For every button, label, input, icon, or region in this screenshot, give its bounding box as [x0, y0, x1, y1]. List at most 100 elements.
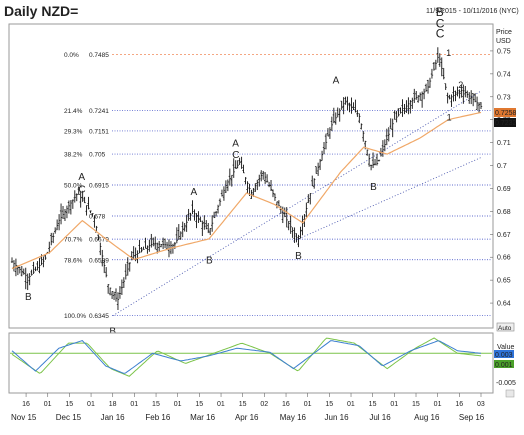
x-tick-label: 01	[304, 401, 312, 408]
wave-label: C	[78, 184, 85, 195]
fib-level-percent: 100.0%	[64, 313, 86, 320]
oscillator-panel: Value 0.003 0.001 -0.005	[8, 332, 516, 398]
wave-label: B	[295, 251, 302, 262]
wave-label: A	[232, 139, 239, 150]
x-tick-label: 01	[347, 401, 355, 408]
wave-label: B	[370, 182, 377, 193]
x-tick-label: 18	[109, 401, 117, 408]
price-y-tick-label: 0.67	[497, 232, 511, 239]
price-y-tick-label: 0.73	[497, 94, 511, 101]
oscillator-tag-blue: 0.003	[494, 350, 514, 359]
wave-label: B	[436, 5, 444, 19]
oscillator-value-label: Value	[497, 344, 514, 351]
wave-label: 2	[458, 80, 463, 90]
fib-level-price: 0.6345	[89, 313, 109, 320]
ma-value: 0.7232	[495, 120, 517, 127]
price-y-tick-label: 0.68	[497, 209, 511, 216]
x-tick-label: 15	[65, 401, 73, 408]
x-tick-label: 01	[87, 401, 95, 408]
x-month-label: Feb 16	[145, 413, 170, 422]
wave-label: B	[109, 327, 116, 338]
price-y-tick-label: 0.74	[497, 71, 511, 78]
wave-label: 1	[447, 112, 452, 122]
moving-average-line	[11, 111, 482, 270]
ma-value-tag: 0.7232	[494, 118, 517, 127]
price-y-tick-label: 0.71	[497, 140, 511, 147]
price-panel: 0.0% 0.7485 21.4% 0.7241 29.3% 0.7151 38.2% 0.7…	[8, 5, 517, 338]
price-axis-label: Price	[496, 29, 512, 36]
price-y-tick-label: 0.7	[497, 163, 507, 170]
x-tick-label: 02	[260, 401, 268, 408]
oscillator-scrollbar[interactable]	[505, 389, 515, 398]
x-month-label: Jun 16	[325, 413, 350, 422]
fib-levels: 0.0% 0.7485 21.4% 0.7241 29.3% 0.7151 38.2% 0.7…	[64, 52, 492, 320]
fib-level-price: 0.6679	[89, 237, 109, 244]
wave-label: C	[436, 16, 445, 30]
x-tick-label: 01	[390, 401, 398, 408]
x-month-label: Apr 16	[235, 413, 259, 422]
x-tick-label: 01	[217, 401, 225, 408]
x-month-label: Mar 16	[190, 413, 215, 422]
price-y-tick-label: 0.69	[497, 186, 511, 193]
fib-level-percent: 50.0%	[64, 183, 83, 190]
oscillator-tag-green: 0.001	[494, 360, 514, 369]
auto-scale-label: Auto	[498, 325, 512, 332]
x-tick-label: 03	[477, 401, 485, 408]
fib-level-price: 0.7241	[89, 108, 109, 115]
currency-axis-label: USD	[496, 38, 511, 45]
wave-label: A	[333, 76, 340, 87]
fib-level-percent: 29.3%	[64, 128, 83, 135]
wave-label: 1	[446, 48, 451, 58]
x-tick-label: 01	[44, 401, 52, 408]
fib-level-percent: 0.0%	[64, 52, 79, 59]
fib-level-percent: 70.7%	[64, 237, 83, 244]
x-month-label: May 16	[280, 413, 307, 422]
oscillator-green-line	[11, 337, 482, 377]
fib-level-price: 0.6589	[89, 257, 109, 264]
last-price-tag: 0.7258	[494, 108, 517, 117]
wave-label: A	[78, 172, 85, 183]
x-month-label: Dec 15	[56, 413, 82, 422]
x-month-label: Nov 15	[11, 413, 37, 422]
x-tick-label: 15	[412, 401, 420, 408]
x-tick-label: 01	[174, 401, 182, 408]
auto-scale-button-bg[interactable]	[496, 322, 515, 332]
trend-lines	[112, 90, 482, 317]
price-y-tick-label: 0.75	[497, 48, 511, 55]
x-tick-label: 15	[195, 401, 203, 408]
price-panel-frame	[8, 23, 494, 329]
fib-level-price: 0.7485	[89, 52, 109, 59]
last-price-tag-bg	[494, 108, 516, 117]
oscillator-tag-blue-bg	[494, 350, 514, 358]
x-month-label: Jul 16	[369, 413, 391, 422]
fib-level-price: 0.7151	[89, 128, 109, 135]
x-tick-label: 15	[325, 401, 333, 408]
fib-level-percent: 78.6%	[64, 257, 83, 264]
chart-title: Daily NZD=	[4, 3, 78, 19]
fib-level-price: 0.705	[89, 152, 106, 159]
ma-value-tag-bg	[494, 118, 516, 127]
oscillator-panel-frame	[8, 332, 494, 394]
oscillator-scroll-handle[interactable]	[505, 389, 515, 398]
wave-label: C	[436, 27, 445, 41]
auto-scale-button[interactable]: Auto	[496, 322, 515, 332]
price-y-tick-label: 0.64	[497, 301, 511, 308]
x-tick-label: 01	[130, 401, 138, 408]
x-month-label: Aug 16	[414, 413, 440, 422]
x-tick-label: 15	[152, 401, 160, 408]
fib-level-percent: 21.4%	[64, 108, 83, 115]
x-tick-label: 15	[369, 401, 377, 408]
wave-label: B	[206, 256, 213, 267]
x-month-label: Jan 16	[101, 413, 126, 422]
fib-level-price: 0.6915	[89, 183, 109, 190]
fib-level-percent: 38.2%	[64, 152, 83, 159]
x-tick-label: 16	[22, 401, 30, 408]
price-y-tick-label: 0.66	[497, 255, 511, 262]
trend-line	[293, 157, 482, 242]
wave-label: A	[191, 187, 198, 198]
oscillator-tag-blue-value: 0.003	[495, 352, 513, 359]
last-price-value: 0.7258	[495, 110, 517, 117]
oscillator-tag-green-bg	[494, 360, 514, 368]
date-range: 11/9/2015 - 10/11/2016 (NYC)	[426, 8, 519, 15]
